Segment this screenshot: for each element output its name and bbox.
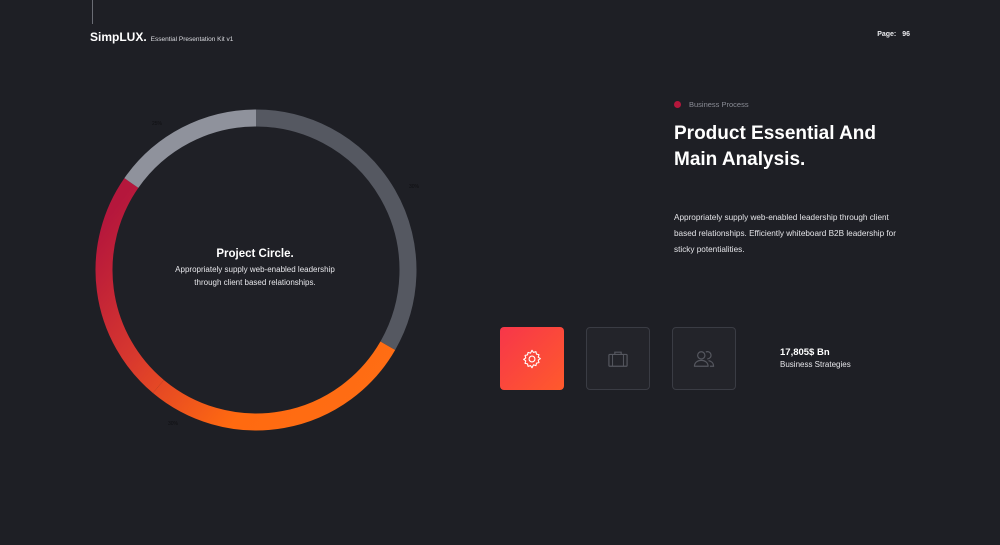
ring-segment-orange	[152, 341, 396, 431]
section-eyebrow: Business Process	[674, 100, 749, 109]
briefcase-tile-button[interactable]	[586, 327, 650, 390]
ring-tick-label-bottom: 30%	[168, 421, 179, 427]
ring-segment-gray-dark	[255, 109, 417, 350]
brand-subtitle: Essential Presentation Kit v1	[150, 36, 234, 43]
ring-description: Appropriately supply web-enabled leaders…	[175, 265, 335, 287]
users-tile-button[interactable]	[672, 327, 736, 390]
body-text: Appropriately supply web-enabled leaders…	[674, 213, 896, 254]
stat-label: Business Strategies	[780, 360, 851, 369]
page-number: 96	[902, 31, 910, 38]
users-icon	[693, 350, 715, 367]
ring-title: Project Circle.	[216, 248, 294, 260]
page-indicator: Page: 96	[877, 31, 910, 38]
stat-block: 17,805$ Bn Business Strategies	[780, 347, 851, 369]
ring-tick-label-right: 30%	[409, 184, 420, 190]
briefcase-icon	[608, 351, 628, 367]
gear-icon	[523, 349, 541, 368]
ring-segment-gray-light	[124, 109, 257, 188]
gear-tile-button[interactable]	[500, 327, 564, 390]
headline: Product Essential And Main Analysis.	[674, 123, 876, 170]
stat-value: 17,805$ Bn	[780, 347, 830, 358]
brand-header: SimpLUX. Essential Presentation Kit v1	[90, 30, 233, 44]
ring-center-text: Project Circle. Appropriately supply web…	[175, 248, 335, 289]
eyebrow-dot	[674, 101, 681, 108]
page-label: Page:	[877, 31, 897, 38]
ring-inner-fill	[104, 118, 408, 422]
brand-name: SimpLUX.	[90, 30, 147, 44]
ring-segment-red	[95, 178, 164, 394]
eyebrow-label: Business Process	[689, 100, 749, 109]
ring-tick-label-top: 25%	[152, 121, 163, 127]
header-divider-line	[92, 0, 93, 24]
